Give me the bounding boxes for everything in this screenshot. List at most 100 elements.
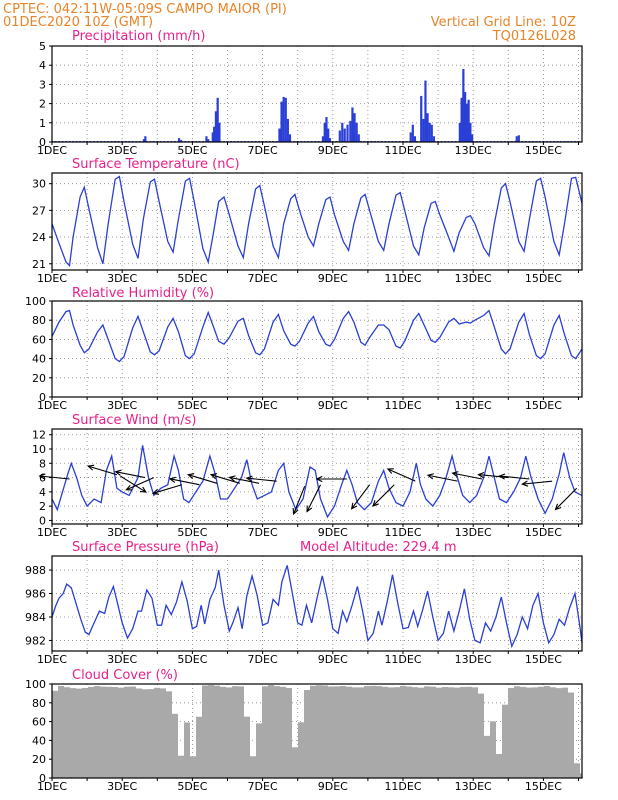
cloud-ytick-label: 80 xyxy=(32,697,46,710)
precip-bar xyxy=(464,92,467,142)
cloud-bar xyxy=(418,687,424,778)
precip-bar xyxy=(177,138,181,142)
cloud-bar xyxy=(556,688,562,778)
wind-wind-arrow xyxy=(555,487,578,510)
precip-ytick-label: 5 xyxy=(39,40,46,53)
cloud-bar xyxy=(460,686,466,778)
cloud-bar xyxy=(436,687,442,778)
cloud-bar xyxy=(118,687,124,778)
wind-wind-arrow xyxy=(499,475,530,480)
cloud-bar xyxy=(430,686,436,778)
precip-bar xyxy=(351,107,354,142)
cloud-bar xyxy=(322,685,328,778)
precip-bar xyxy=(465,103,468,142)
precip-bar xyxy=(469,122,472,142)
cloud-ytick-label: 40 xyxy=(32,734,46,747)
cloud-bar xyxy=(232,686,238,778)
cloud-bar xyxy=(328,686,334,778)
cloud-bar xyxy=(424,686,430,778)
precip-bar xyxy=(142,139,146,142)
temperature-ytick-label: 21 xyxy=(32,258,46,271)
humidity-xtick-label: 5DEC xyxy=(177,399,207,412)
wind-ytick-label: 0 xyxy=(39,514,46,527)
cloud-bar xyxy=(292,747,298,778)
cloud-bar xyxy=(508,687,514,778)
cloud-bar xyxy=(520,686,526,778)
cloud-bar xyxy=(130,686,136,778)
precip-ytick-label: 2 xyxy=(39,98,46,111)
wind-wind-arrowhead xyxy=(151,488,160,495)
wind-wind-arrowhead xyxy=(125,484,133,491)
precip-bar xyxy=(428,122,431,142)
humidity-series-line xyxy=(51,309,583,363)
pressure-ytick-label: 984 xyxy=(25,611,46,624)
precip-xtick-label: 13DEC xyxy=(455,144,492,157)
cloud-bar xyxy=(388,687,394,778)
temperature-xtick-label: 9DEC xyxy=(318,272,348,285)
precip-bar xyxy=(517,135,520,142)
wind-xtick-label: 13DEC xyxy=(455,526,492,539)
wind-xtick-label: 1DEC xyxy=(37,526,67,539)
pressure-xtick-label: 9DEC xyxy=(318,653,348,666)
temperature-ytick-label: 30 xyxy=(32,178,46,191)
precip-bar xyxy=(430,124,433,142)
wind-wind-arrowhead xyxy=(372,500,379,507)
cloud-bar xyxy=(208,685,214,778)
cloud-bar xyxy=(568,692,574,778)
precip-bar xyxy=(426,113,429,142)
precip-bar xyxy=(207,139,210,142)
cloud-bar xyxy=(88,686,94,778)
precip-xtick-label: 7DEC xyxy=(248,144,278,157)
wind-wind-arrow xyxy=(88,465,118,476)
cloud-bar xyxy=(196,716,202,778)
cloud-bar xyxy=(484,735,490,778)
cloud-bar xyxy=(256,723,262,778)
precip-bar xyxy=(349,120,352,142)
cloud-bar xyxy=(136,688,142,778)
precip-bar xyxy=(286,118,289,142)
temperature-xtick-label: 15DEC xyxy=(525,272,562,285)
precip-bar xyxy=(180,140,183,142)
humidity-panel: 0 20 40 60 80 100 1DEC 3DEC 5DEC 7DEC 9DEC 11DEC 13D… xyxy=(25,295,583,412)
cloud-bar xyxy=(250,756,256,778)
precip-bar xyxy=(144,136,147,142)
cloud-bar xyxy=(346,686,352,778)
humidity-xtick-label: 13DEC xyxy=(455,399,492,412)
humidity-xtick-label: 1DEC xyxy=(37,399,67,412)
cloud-bar xyxy=(202,685,208,778)
wind-xtick-label: 7DEC xyxy=(248,526,278,539)
cloud-bar xyxy=(58,685,64,778)
precip-bar xyxy=(458,122,461,142)
temperature-ytick-label: 24 xyxy=(32,231,46,244)
cloud-bar xyxy=(370,685,376,778)
temperature-xtick-label: 1DEC xyxy=(37,272,67,285)
cloud-bar xyxy=(358,687,364,778)
pressure-xtick-label: 1DEC xyxy=(37,653,67,666)
cloud-bar xyxy=(64,687,70,778)
temperature-xtick-label: 13DEC xyxy=(455,272,492,285)
precip-bar xyxy=(213,126,216,142)
wind-wind-arrow xyxy=(115,471,146,479)
cloud-bar xyxy=(94,686,100,778)
wind-wind-arrowhead xyxy=(187,473,195,480)
precip-bar xyxy=(353,113,356,142)
cloud-bar xyxy=(214,685,220,778)
cloud-bar xyxy=(442,687,448,778)
wind-wind-arrow xyxy=(210,474,240,484)
cloud-xtick-label: 13DEC xyxy=(455,780,492,793)
pressure-xtick-label: 15DEC xyxy=(525,653,562,666)
cloud-bar xyxy=(550,687,556,778)
wind-wind-arrow xyxy=(427,474,458,482)
cloud-panel: 0 20 40 60 80 100 1DEC 3DEC 5DEC 7DEC 9DEC 11DEC 13D… xyxy=(25,678,583,793)
humidity-xtick-label: 7DEC xyxy=(248,399,278,412)
temperature-xtick-label: 5DEC xyxy=(177,272,207,285)
humidity-xtick-label: 3DEC xyxy=(107,399,137,412)
cloud-ytick-label: 0 xyxy=(39,772,46,785)
cloud-bar xyxy=(154,687,160,778)
cloud-bar xyxy=(70,688,76,778)
cloud-xtick-label: 7DEC xyxy=(248,780,278,793)
cloud-bar xyxy=(466,686,472,778)
cloud-bar xyxy=(310,685,316,778)
precip-bar xyxy=(325,117,328,142)
wind-frame xyxy=(51,428,583,525)
